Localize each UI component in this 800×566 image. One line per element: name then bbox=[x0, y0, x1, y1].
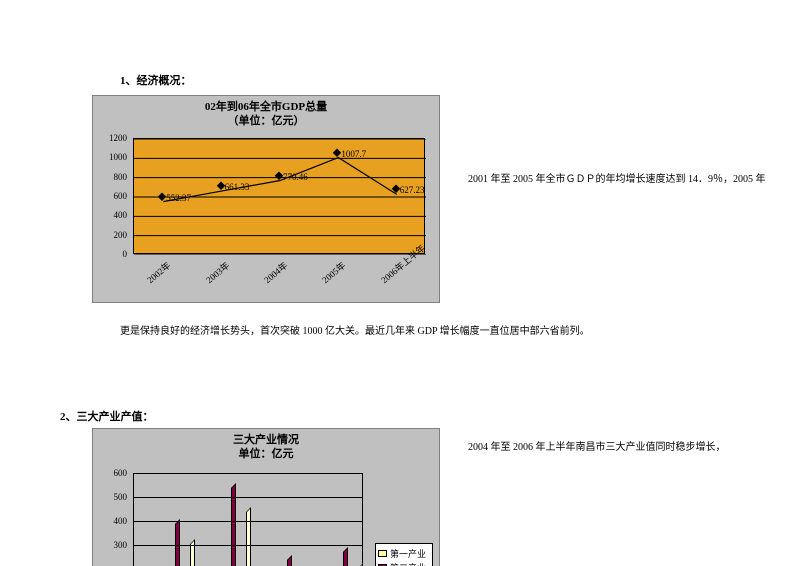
chart1-value-label: 552.37 bbox=[166, 193, 191, 203]
chart2-ytick: 400 bbox=[99, 516, 127, 526]
chart2-gridline bbox=[133, 473, 363, 474]
chart1-ytick: 1000 bbox=[97, 152, 127, 162]
chart1-value-label: 770.46 bbox=[283, 172, 308, 182]
chart1-xtick: 2004年 bbox=[261, 259, 290, 286]
chart1-value-label: 627.23 bbox=[400, 185, 425, 195]
chart2-gridline bbox=[133, 521, 363, 522]
chart2-plot-area bbox=[133, 473, 363, 566]
legend-label-2: 第二产业 bbox=[390, 561, 426, 566]
chart1-ytick: 200 bbox=[97, 230, 127, 240]
chart2-gridline bbox=[133, 545, 363, 546]
chart1-ytick: 0 bbox=[97, 249, 127, 259]
chart2-ytick: 300 bbox=[99, 540, 127, 550]
section-2-heading: 2、三大产业产值： bbox=[60, 408, 154, 424]
chart1-value-label: 1007.7 bbox=[341, 149, 366, 159]
section1-side-text: 2001 年至 2005 年全市ＧＤＰ的年均增长速度达到 14．9％，2005 … bbox=[468, 170, 788, 185]
industry-bar-chart: 三大产业情况 单位：亿元 第一产业 第二产业 600 500 400 300 bbox=[92, 428, 440, 566]
chart1-xtick: 2002年 bbox=[144, 259, 173, 286]
chart1-title-line2: （单位：亿元） bbox=[228, 115, 305, 127]
chart1-value-label: 661.33 bbox=[225, 182, 250, 192]
legend-label-1: 第一产业 bbox=[390, 547, 426, 560]
chart2-title-line2: 单位：亿元 bbox=[239, 448, 294, 460]
legend-swatch-1 bbox=[378, 550, 387, 557]
section2-side-text: 2004 年至 2006 年上半年南昌市三大产业值同时稳步增长， bbox=[468, 438, 788, 453]
chart2-title: 三大产业情况 单位：亿元 bbox=[93, 429, 439, 464]
gdp-line-chart: 02年到06年全市GDP总量 （单位：亿元） 0 200 400 600 800 1000… bbox=[92, 95, 440, 303]
chart1-ytick: 1200 bbox=[97, 133, 127, 143]
chart1-ytick: 800 bbox=[97, 172, 127, 182]
chart2-ytick: 500 bbox=[99, 492, 127, 502]
chart1-ytick: 400 bbox=[97, 210, 127, 220]
chart1-ytick: 600 bbox=[97, 191, 127, 201]
chart1-title: 02年到06年全市GDP总量 （单位：亿元） bbox=[93, 96, 439, 131]
chart2-gridline bbox=[133, 497, 363, 498]
chart1-xtick: 2005年 bbox=[319, 259, 348, 286]
section1-below-text: 更是保持良好的经济增长势头，首次突破 1000 亿大关。最近几年来 GDP 增长… bbox=[120, 322, 590, 337]
legend-item-1: 第一产业 bbox=[378, 547, 430, 560]
chart2-legend: 第一产业 第二产业 bbox=[375, 543, 433, 566]
chart1-title-line1: 02年到06年全市GDP总量 bbox=[205, 101, 327, 113]
legend-item-2: 第二产业 bbox=[378, 561, 430, 566]
chart2-title-line1: 三大产业情况 bbox=[233, 434, 299, 446]
chart2-ytick: 600 bbox=[99, 468, 127, 478]
chart1-xtick: 2003年 bbox=[203, 259, 232, 286]
section-1-heading: 1、经济概况： bbox=[120, 72, 192, 88]
